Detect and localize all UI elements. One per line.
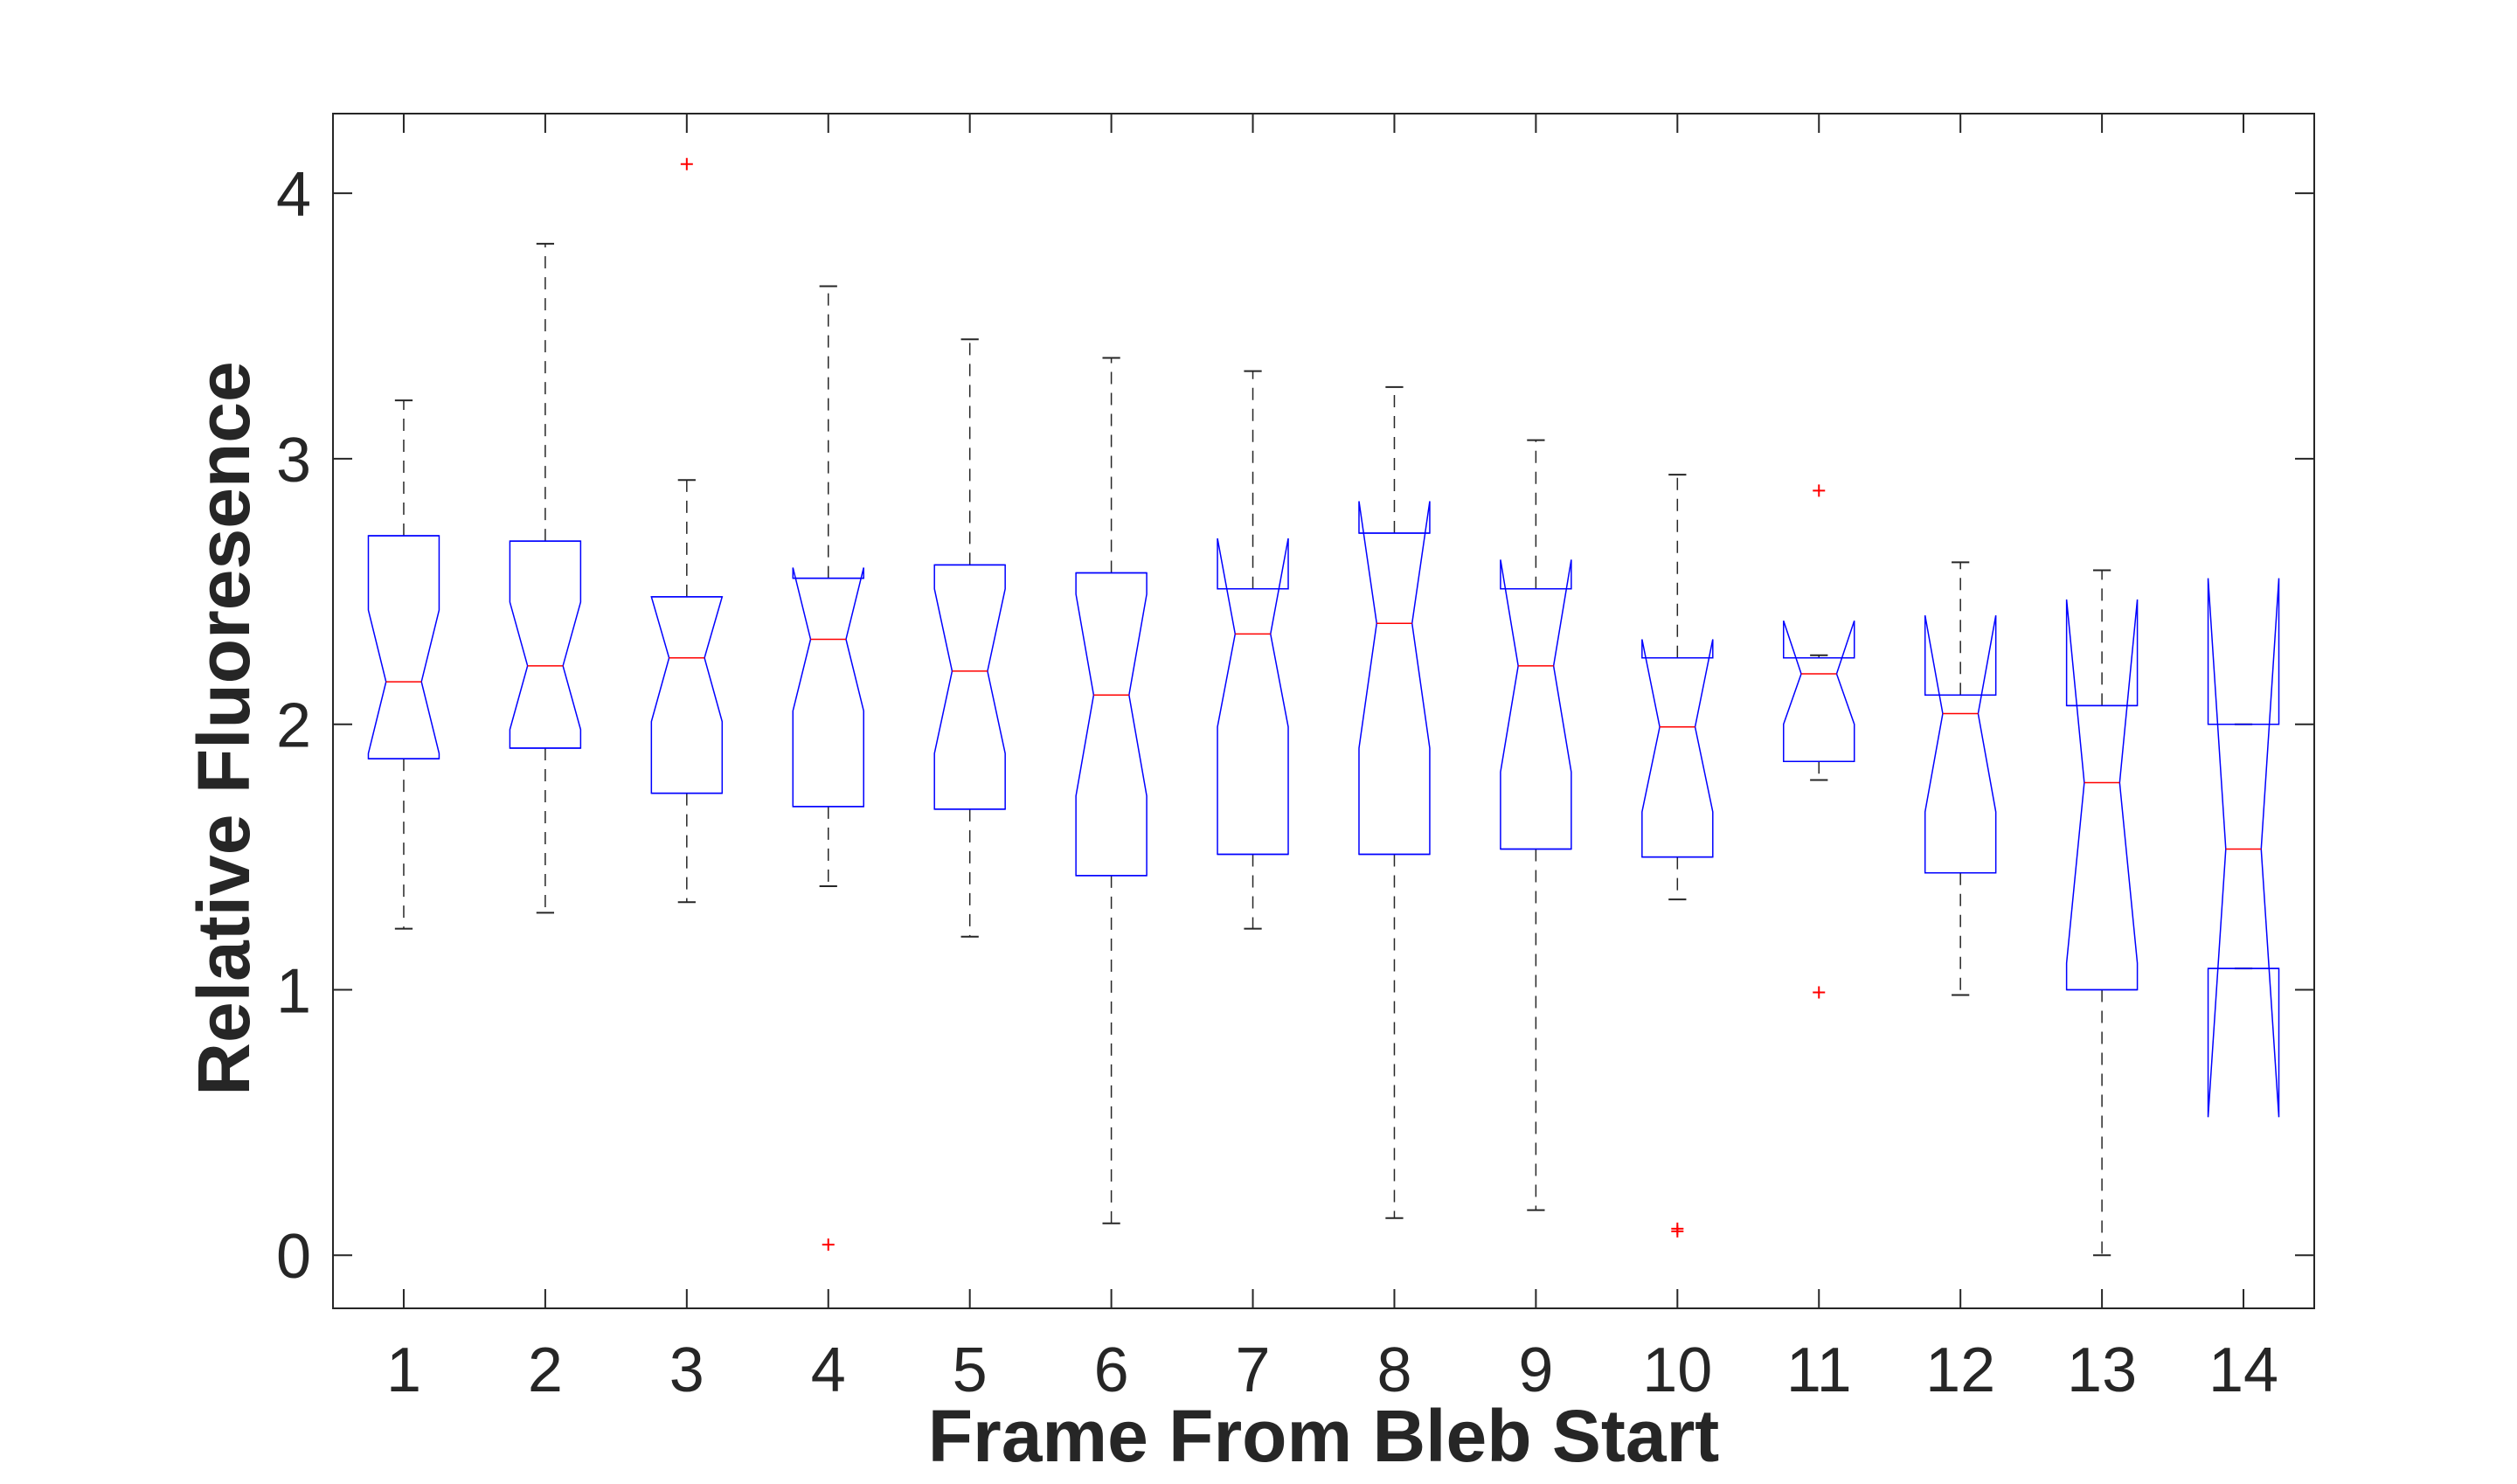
x-tick-label: 11 [1786,1335,1852,1405]
notched-box [509,540,582,749]
notched-box [367,535,440,759]
box-3 [650,157,724,904]
axes-frame [332,113,2315,1309]
x-tick-label: 2 [528,1335,563,1405]
y-axis-title: Relative Fluoresence [183,361,265,1095]
box-2 [509,242,582,914]
x-tick-label: 4 [811,1335,846,1405]
x-tick-label: 12 [1925,1335,1995,1405]
y-tick-label: 1 [276,956,311,1026]
box-13 [2065,569,2139,1257]
box-10 [1641,474,1714,1238]
box-12 [1924,561,1997,996]
notched-box [792,567,864,808]
outlier-marker [822,1238,835,1252]
outlier-marker [1671,1222,1684,1235]
notched-box [650,596,724,794]
notched-box [1500,559,1572,850]
y-tick-label: 2 [276,691,311,761]
x-tick-label: 6 [1094,1335,1129,1405]
notched-box [1358,501,1431,856]
box-6 [1075,357,1148,1224]
boxes-layer [367,157,2280,1257]
box-9 [1500,439,1572,1211]
x-tick-label: 1 [386,1335,421,1405]
x-tick-label: 9 [1518,1335,1553,1405]
notched-box [1641,639,1714,858]
x-tick-label: 5 [953,1335,988,1405]
outlier-marker [680,157,693,170]
notched-box [2207,578,2280,1118]
y-tick-label: 3 [276,426,311,496]
box-4 [792,285,864,1252]
y-tick-label: 0 [276,1222,311,1292]
box-14 [2207,578,2280,1118]
notched-box [1075,572,1148,877]
x-tick-label: 3 [669,1335,704,1405]
ticks-layer [333,114,2314,1308]
x-tick-label: 14 [2208,1335,2278,1405]
x-axis-title: Frame From Bleb Start [928,1395,1720,1477]
x-tick-label: 10 [1642,1335,1712,1405]
notched-box [1783,620,1855,762]
y-tick-label: 4 [276,160,311,230]
outlier-marker [1813,986,1826,999]
box-7 [1217,370,1289,930]
notched-box [933,564,1006,810]
box-1 [367,399,440,930]
notched-box [1924,615,1997,874]
box-11 [1783,484,1855,999]
x-tick-label: 7 [1236,1335,1271,1405]
box-5 [933,338,1006,938]
x-tick-label: 13 [2067,1335,2137,1405]
outlier-marker [1813,484,1826,497]
box-8 [1358,385,1431,1219]
x-tick-label: 8 [1376,1335,1411,1405]
